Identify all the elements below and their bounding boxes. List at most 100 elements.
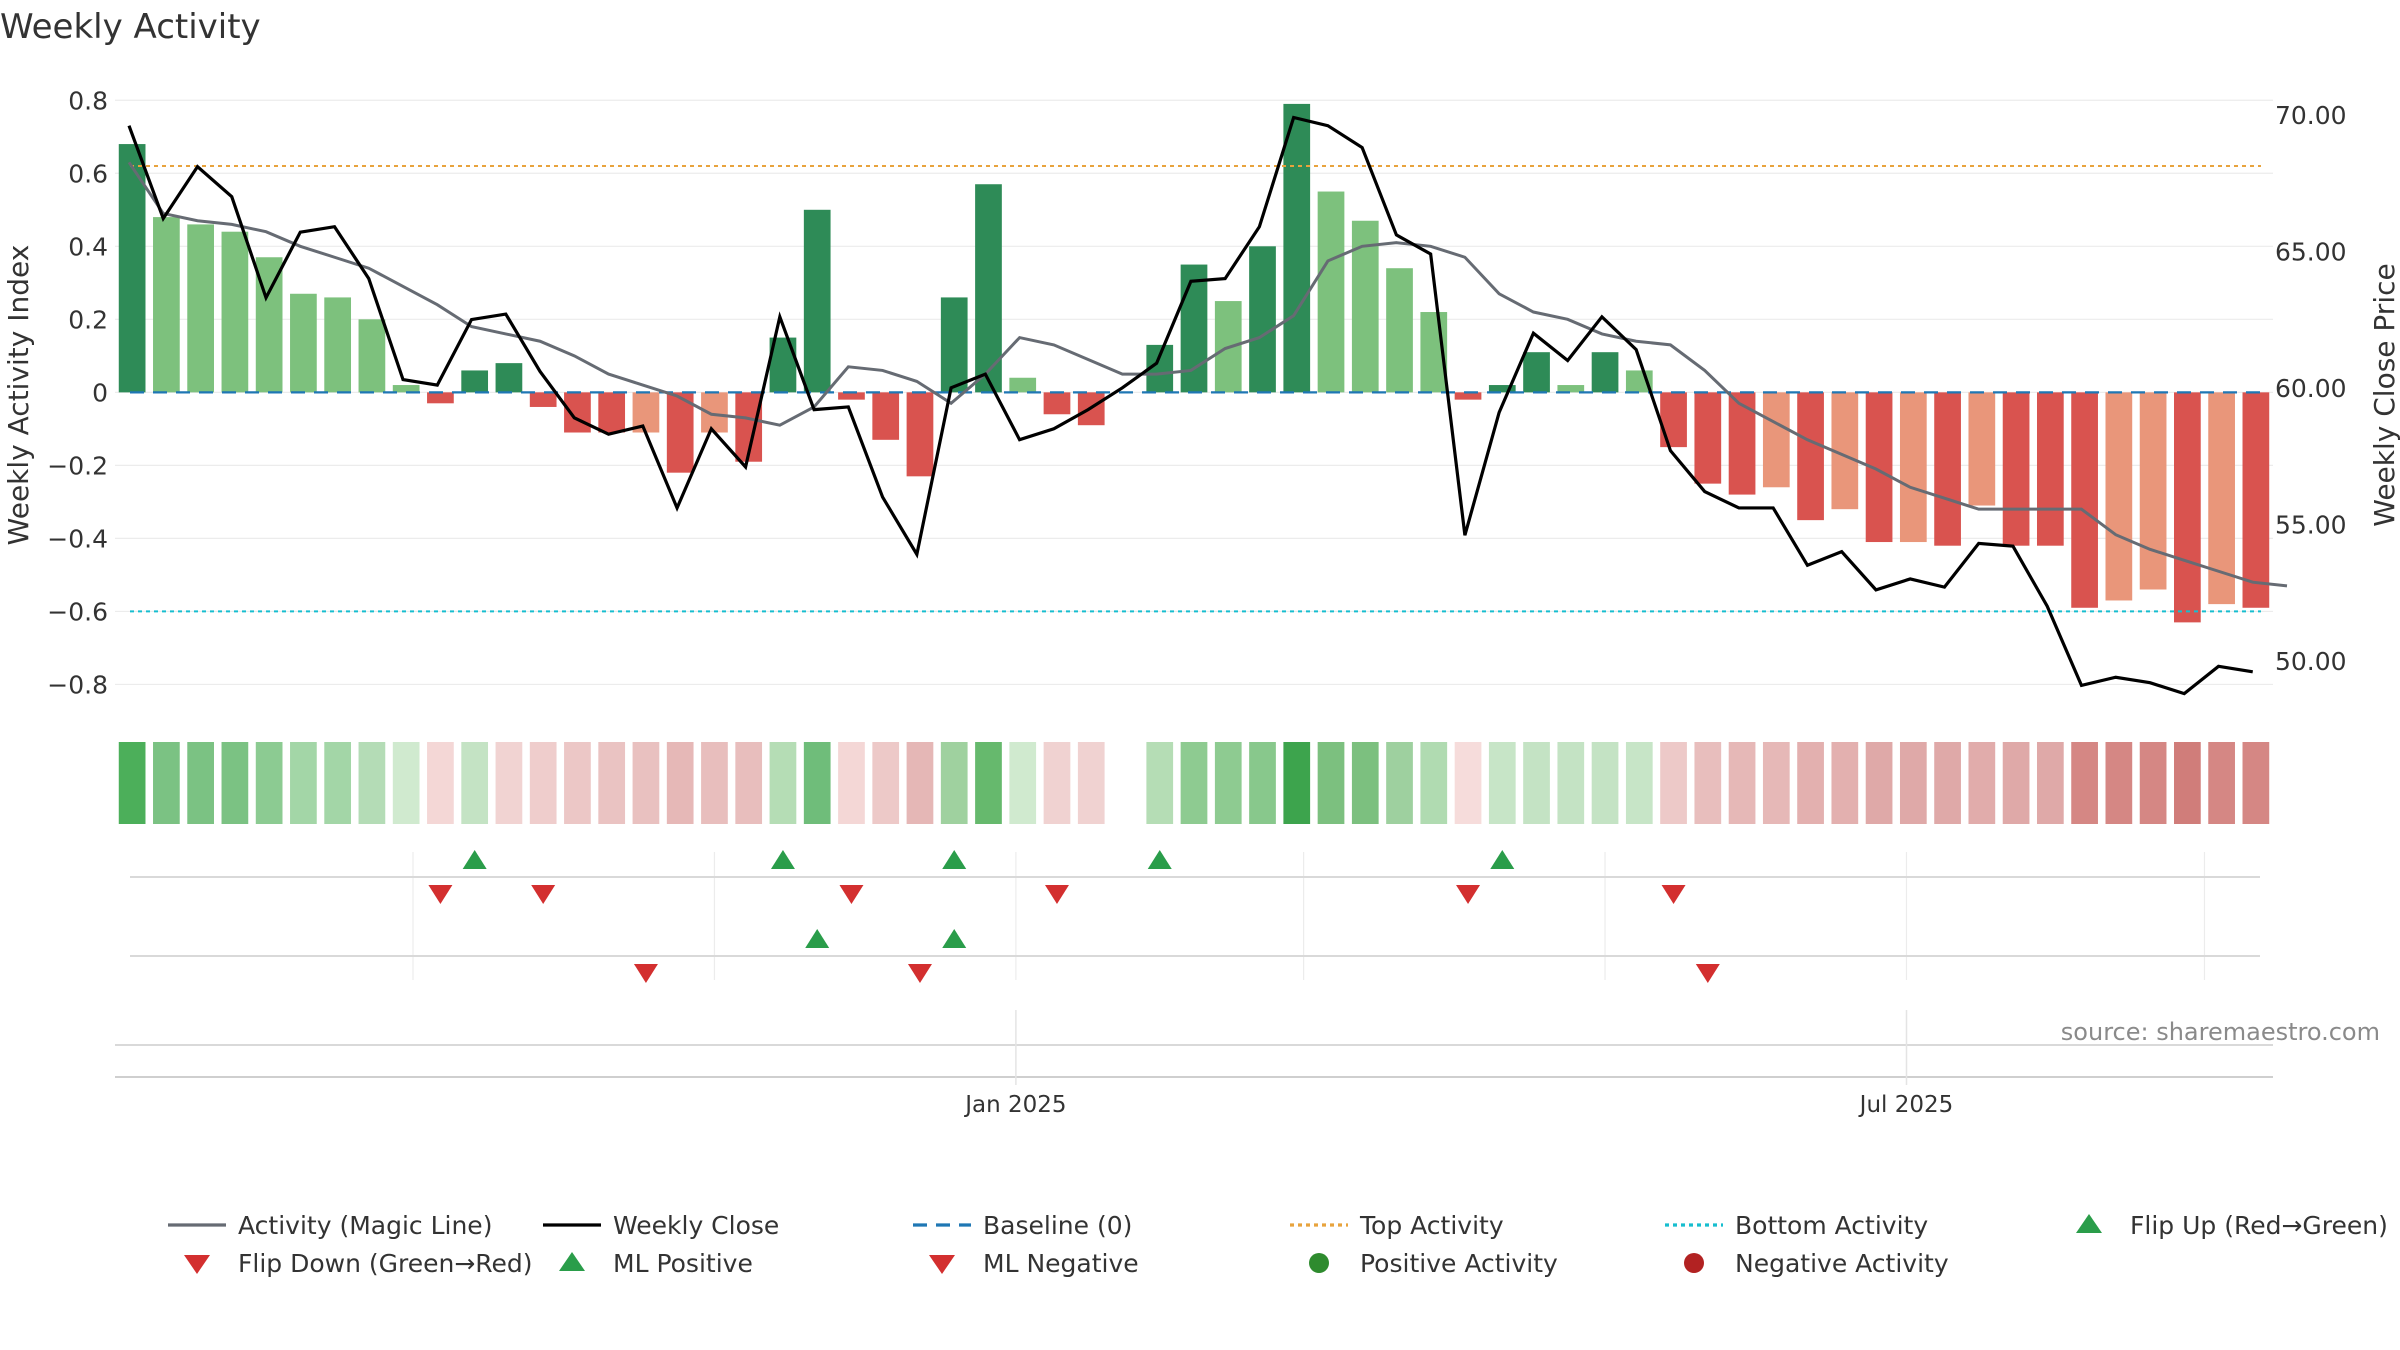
activity-bar bbox=[2174, 392, 2201, 623]
strip-cell bbox=[872, 742, 900, 824]
flip-up-marker bbox=[1147, 850, 1172, 869]
strip-cell bbox=[838, 742, 865, 824]
strip-cell bbox=[1386, 742, 1413, 824]
activity-bar bbox=[153, 217, 180, 393]
activity-bar bbox=[324, 297, 352, 393]
y-tick-label-right: 60.00 bbox=[2275, 374, 2347, 403]
activity-bar bbox=[529, 392, 557, 407]
strip-cell bbox=[461, 742, 489, 824]
activity-bar bbox=[2105, 392, 2133, 601]
strip-cell bbox=[975, 742, 1002, 824]
strip-cell bbox=[392, 742, 420, 824]
y-tick-label-right: 50.00 bbox=[2275, 647, 2347, 676]
strip-cell bbox=[255, 742, 283, 824]
y-tick-label-left: −0.2 bbox=[47, 451, 108, 480]
y-axis-left-label: Weekly Activity Index bbox=[2, 245, 35, 546]
strip-cell bbox=[940, 742, 968, 824]
flip-up-marker bbox=[942, 850, 967, 869]
strip-cell bbox=[2208, 742, 2235, 824]
legend-swatch-triangle-down bbox=[929, 1255, 955, 1274]
legend-label: Activity (Magic Line) bbox=[238, 1211, 492, 1240]
series-lines bbox=[127, 115, 2288, 696]
strip-cell bbox=[1625, 742, 1653, 824]
strip-cell bbox=[1968, 742, 1996, 824]
strip-cell bbox=[1762, 742, 1790, 824]
activity-bar bbox=[1386, 268, 1413, 393]
activity-bar bbox=[1899, 392, 1927, 543]
strip-cell bbox=[427, 742, 454, 824]
strip-cell bbox=[529, 742, 557, 824]
magic-line-series bbox=[127, 161, 2288, 588]
strip-cell bbox=[153, 742, 180, 824]
y-tick-label-left: 0.6 bbox=[68, 159, 108, 188]
activity-bar bbox=[598, 392, 626, 433]
strip-cell bbox=[1146, 742, 1174, 824]
strip-cell bbox=[495, 742, 523, 824]
activity-bar bbox=[1488, 385, 1516, 393]
strip-cell bbox=[2139, 742, 2167, 824]
strip-cell bbox=[1694, 742, 1722, 824]
strip-cell bbox=[1454, 742, 1482, 824]
strip-cell bbox=[701, 742, 728, 824]
activity-bar bbox=[1762, 392, 1790, 488]
ml-negative-marker bbox=[907, 964, 932, 983]
source-note: source: sharemaestro.com bbox=[2061, 1018, 2380, 1046]
strip-cell bbox=[906, 742, 934, 824]
strip-cell bbox=[1009, 742, 1037, 824]
y-tick-label-right: 55.00 bbox=[2275, 510, 2347, 539]
activity-bar bbox=[1968, 392, 1996, 506]
ml-negative-marker bbox=[633, 964, 658, 983]
y-tick-label-right: 70.00 bbox=[2275, 101, 2347, 130]
legend-label: Negative Activity bbox=[1735, 1249, 1949, 1278]
activity-bar bbox=[221, 231, 249, 393]
activity-bar bbox=[564, 392, 591, 433]
strip-cell bbox=[666, 742, 694, 824]
strip-cell bbox=[1351, 742, 1379, 824]
strip-cell bbox=[769, 742, 797, 824]
activity-bar bbox=[1934, 392, 1961, 546]
activity-bar bbox=[1660, 392, 1687, 448]
strip-cell bbox=[598, 742, 626, 824]
activity-bar bbox=[1523, 352, 1550, 393]
strip-cell bbox=[187, 742, 214, 824]
y-tick-label-right: 65.00 bbox=[2275, 237, 2347, 266]
y-tick-label-left: −0.4 bbox=[47, 524, 108, 553]
strip-cell bbox=[1317, 742, 1345, 824]
activity-bar bbox=[1454, 392, 1482, 400]
activity-bar bbox=[906, 392, 934, 477]
strip-cell bbox=[1591, 742, 1619, 824]
legend-label: Weekly Close bbox=[613, 1211, 779, 1240]
activity-bar bbox=[1557, 385, 1585, 393]
strip-cell bbox=[1934, 742, 1961, 824]
legend-swatch-triangle-up bbox=[2076, 1214, 2102, 1233]
reference-lines bbox=[130, 164, 2261, 613]
signal-markers: Jan 2025 Jul 2025 bbox=[115, 850, 2273, 1118]
strip-cell bbox=[2002, 742, 2030, 824]
activity-bar bbox=[1043, 392, 1071, 415]
strip-cell bbox=[1831, 742, 1859, 824]
strip-cell bbox=[564, 742, 591, 824]
strip-cell bbox=[2036, 742, 2064, 824]
strip-cell bbox=[2174, 742, 2201, 824]
activity-color-strip bbox=[118, 742, 2270, 824]
strip-cell bbox=[1523, 742, 1550, 824]
activity-bar bbox=[1317, 191, 1345, 393]
legend-swatch-dot bbox=[1309, 1253, 1329, 1273]
activity-bar bbox=[1797, 392, 1824, 521]
strip-cell bbox=[1420, 742, 1448, 824]
activity-bar bbox=[2071, 392, 2098, 608]
strip-cell bbox=[118, 742, 146, 824]
flip-down-marker bbox=[839, 885, 864, 904]
strip-cell bbox=[1180, 742, 1208, 824]
strip-cell bbox=[735, 742, 763, 824]
legend-label: Top Activity bbox=[1359, 1211, 1504, 1240]
legend-swatch-triangle-up bbox=[559, 1252, 585, 1271]
y-tick-label-left: 0 bbox=[92, 378, 108, 407]
activity-bar bbox=[358, 319, 386, 393]
activity-bar bbox=[2139, 392, 2167, 590]
strip-cell bbox=[1899, 742, 1927, 824]
strip-cell bbox=[1077, 742, 1105, 824]
legend-swatch-triangle-down bbox=[184, 1255, 210, 1274]
legend: Activity (Magic Line) Weekly Close Baselin… bbox=[168, 1211, 2388, 1278]
